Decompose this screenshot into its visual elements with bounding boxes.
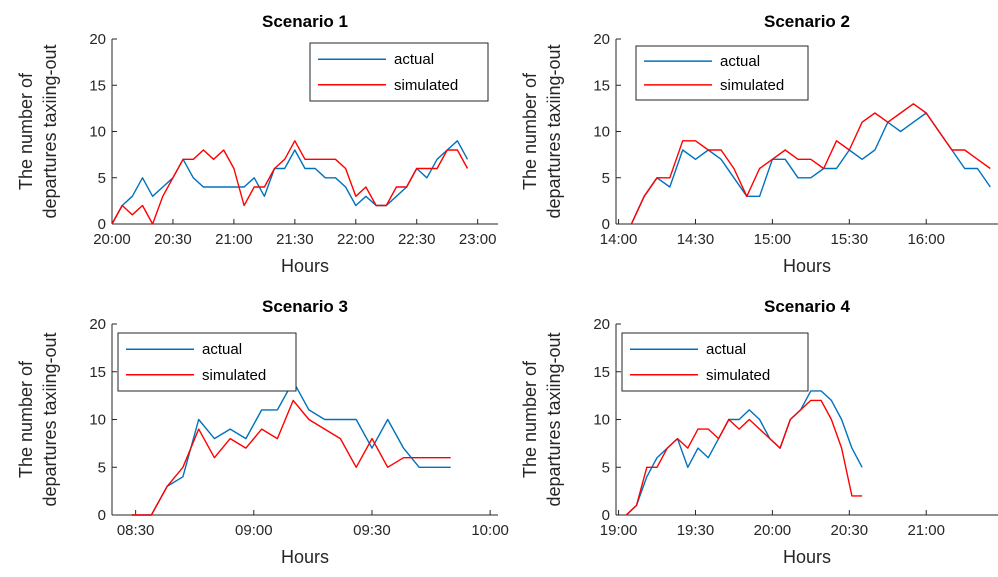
- x-tick-label: 21:00: [215, 231, 253, 248]
- y-axis-label-line1: The number of: [520, 360, 540, 478]
- legend: actual simulated: [309, 42, 489, 102]
- legend: actual simulated: [635, 45, 809, 101]
- chart-title: Scenario 2: [764, 12, 850, 31]
- y-axis-label-line2: departures taxiing-out: [40, 44, 60, 218]
- chart-scenario-2: Scenario 2 0 5 10 15 20 14:00 14:30 15:00 15:30 16…: [520, 12, 998, 276]
- x-tick-label: 10:00: [471, 522, 509, 539]
- x-tick-label: 14:30: [677, 231, 715, 248]
- legend-box: [621, 332, 809, 392]
- y-tick-label: 5: [602, 459, 610, 476]
- x-tick-label: 09:30: [353, 522, 391, 539]
- chart-scenario-1: Scenario 1 0 5 10 15 20 20:00 20:30 21:00 21:30 22…: [16, 12, 498, 276]
- x-tick-label: 15:30: [831, 231, 869, 248]
- legend-label-actual: actual: [706, 341, 746, 358]
- series-line-actual: [630, 112, 991, 225]
- y-tick-label: 10: [89, 412, 106, 429]
- x-tick-label: 23:00: [459, 231, 497, 248]
- x-tick-label: 08:30: [117, 522, 155, 539]
- y-tick-label: 20: [89, 316, 106, 333]
- legend: actual simulated: [117, 332, 297, 392]
- y-tick-label: 20: [593, 316, 610, 333]
- series-line-actual: [625, 390, 863, 516]
- y-tick-label: 10: [89, 124, 106, 141]
- legend-label-simulated: simulated: [720, 77, 784, 94]
- chart-scenario-4: Scenario 4 0 5 10 15 20 19:00 19:30 20:00 20:30 21…: [520, 297, 998, 567]
- x-tick-label: 14:00: [600, 231, 638, 248]
- y-tick-label: 5: [98, 170, 106, 187]
- x-tick-label: 16:00: [907, 231, 945, 248]
- y-axis-label-line2: departures taxiing-out: [40, 332, 60, 506]
- y-axis-label-line2: departures taxiing-out: [544, 44, 564, 218]
- y-tick-label: 0: [602, 216, 610, 233]
- y-tick-label: 0: [98, 507, 106, 524]
- x-tick-label: 20:00: [93, 231, 131, 248]
- series-line-simulated: [112, 140, 469, 225]
- x-tick-label: 15:00: [754, 231, 792, 248]
- x-axis-label: Hours: [783, 256, 831, 276]
- x-axis-label: Hours: [281, 547, 329, 567]
- y-tick-label: 15: [89, 364, 106, 381]
- chart-scenario-3: Scenario 3 0 5 10 15 20 08:30 09:00 09:30 10:00 Ho…: [16, 297, 509, 567]
- legend-box: [117, 332, 297, 392]
- x-tick-label: 20:00: [754, 522, 792, 539]
- x-tick-label: 20:30: [154, 231, 192, 248]
- y-tick-label: 0: [98, 216, 106, 233]
- legend-box: [309, 42, 489, 102]
- x-tick-label: 19:30: [677, 522, 715, 539]
- y-tick-label: 5: [602, 170, 610, 187]
- series-line-simulated: [131, 399, 451, 516]
- y-tick-label: 20: [89, 31, 106, 48]
- legend-label-simulated: simulated: [706, 367, 770, 384]
- y-axis-label-line1: The number of: [16, 72, 36, 190]
- y-tick-label: 15: [593, 77, 610, 94]
- y-tick-label: 15: [89, 77, 106, 94]
- series-line-simulated: [630, 103, 991, 225]
- x-tick-label: 21:30: [276, 231, 314, 248]
- legend-label-actual: actual: [720, 53, 760, 70]
- y-tick-label: 20: [593, 31, 610, 48]
- y-axis-label-line1: The number of: [520, 72, 540, 190]
- series-line-actual: [131, 380, 451, 516]
- x-tick-label: 21:00: [907, 522, 945, 539]
- series-line-simulated: [625, 399, 863, 516]
- x-axis-label: Hours: [281, 256, 329, 276]
- legend: actual simulated: [621, 332, 809, 392]
- x-axis-label: Hours: [783, 547, 831, 567]
- x-tick-label: 22:30: [398, 231, 436, 248]
- legend-label-actual: actual: [394, 51, 434, 68]
- y-tick-label: 15: [593, 364, 610, 381]
- y-axis-label-line2: departures taxiing-out: [544, 332, 564, 506]
- x-tick-label: 22:00: [337, 231, 375, 248]
- legend-label-simulated: simulated: [394, 77, 458, 94]
- legend-label-actual: actual: [202, 341, 242, 358]
- legend-box: [635, 45, 809, 101]
- x-tick-label: 19:00: [600, 522, 638, 539]
- y-tick-label: 0: [602, 507, 610, 524]
- y-tick-label: 10: [593, 124, 610, 141]
- chart-title: Scenario 4: [764, 297, 851, 316]
- x-tick-label: 20:30: [831, 522, 869, 539]
- legend-label-simulated: simulated: [202, 367, 266, 384]
- chart-title: Scenario 1: [262, 12, 348, 31]
- y-tick-label: 10: [593, 412, 610, 429]
- y-tick-label: 5: [98, 459, 106, 476]
- x-tick-label: 09:00: [235, 522, 273, 539]
- series-line-actual: [112, 140, 469, 225]
- chart-title: Scenario 3: [262, 297, 348, 316]
- y-axis-label-line1: The number of: [16, 360, 36, 478]
